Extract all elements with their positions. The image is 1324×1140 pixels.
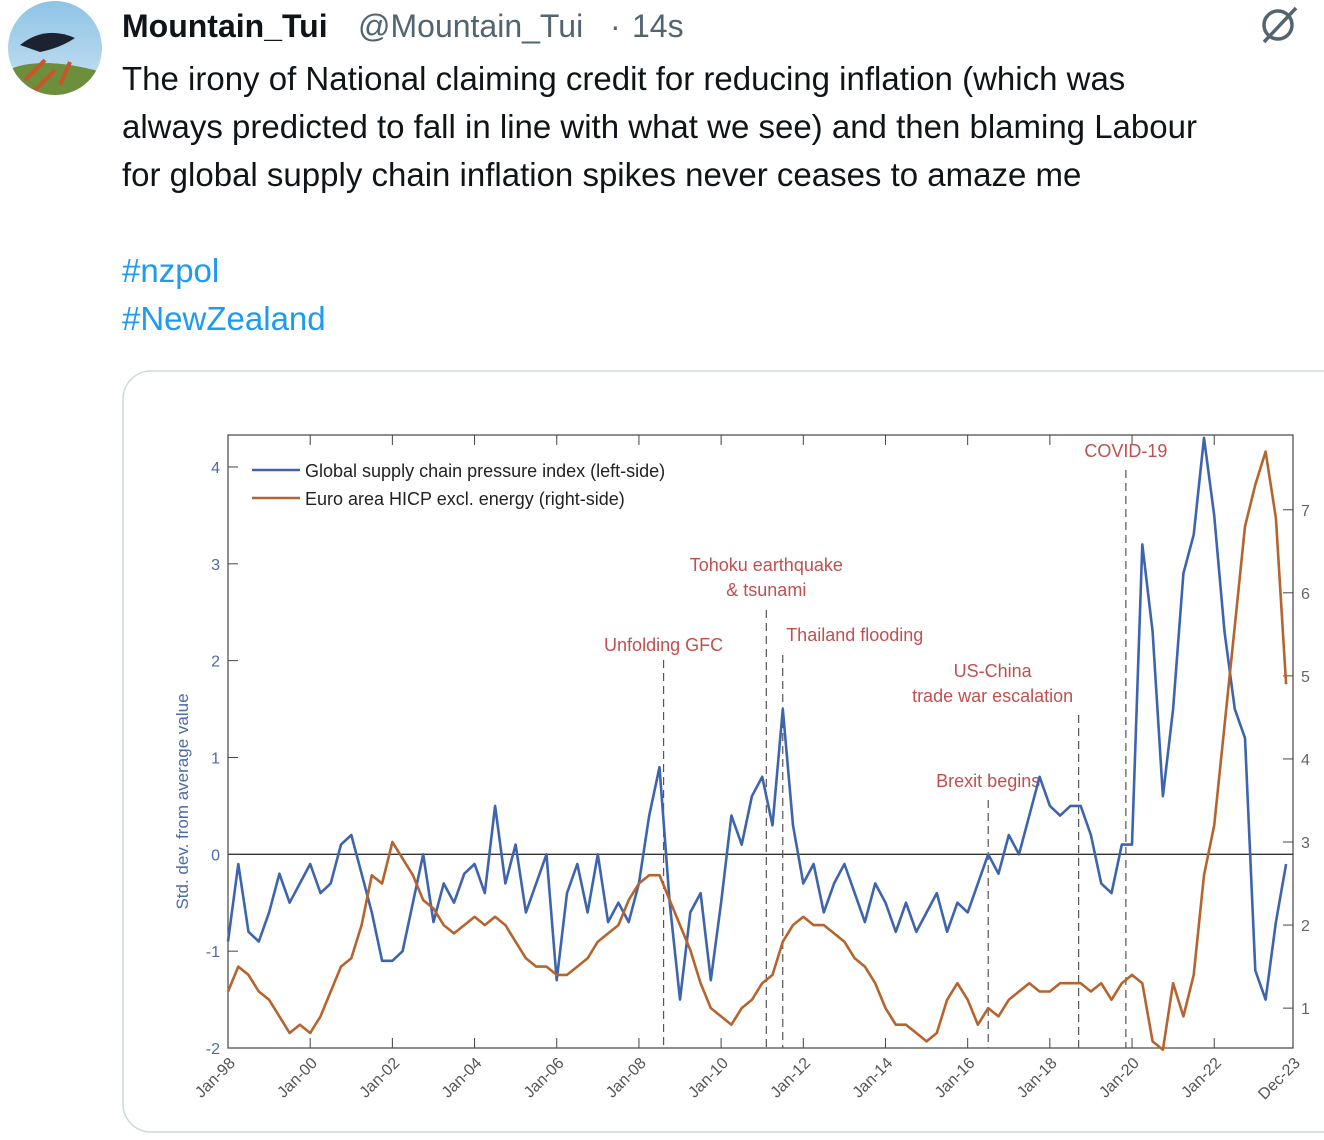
y2-tick-label: 4 [1301, 752, 1310, 769]
annotation: COVID-19 [1084, 441, 1167, 461]
legend-label: Global supply chain pressure index (left… [305, 461, 665, 481]
media-card[interactable] [122, 370, 1324, 1133]
timestamp[interactable]: 14s [632, 8, 684, 44]
y-tick-label: -2 [206, 1041, 220, 1058]
y2-tick-label: 5 [1301, 669, 1310, 686]
annotation: Thailand flooding [786, 625, 923, 645]
more-icon[interactable] [1262, 6, 1298, 44]
annotation: Tohoku earthquake [690, 555, 843, 575]
y-tick-label: 0 [211, 847, 220, 864]
y-tick-label: 1 [211, 750, 220, 767]
annotation: trade war escalation [912, 686, 1073, 706]
y2-tick-label: 3 [1301, 835, 1310, 852]
y2-tick-label: 1 [1301, 1001, 1310, 1018]
tweet-text: for global supply chain inflation spikes… [122, 156, 1081, 193]
y2-tick-label: 2 [1301, 918, 1310, 935]
user-name[interactable]: Mountain_Tui [122, 8, 328, 44]
annotation: & tsunami [726, 580, 806, 600]
tweet-text: The irony of National claiming credit fo… [122, 60, 1125, 97]
separator: · [610, 8, 621, 44]
series-line [226, 436, 1288, 1001]
y-tick-label: 4 [211, 460, 220, 477]
hashtag[interactable]: #nzpol [122, 252, 219, 289]
legend-label: Euro area HICP excl. energy (right-side) [305, 489, 625, 509]
user-handle[interactable]: @Mountain_Tui [358, 8, 583, 44]
annotation: Brexit begins [936, 771, 1040, 791]
y-axis-label: Std. dev. from average value [173, 693, 192, 909]
y-tick-label: 2 [211, 654, 220, 671]
annotation: Unfolding GFC [604, 635, 723, 655]
y2-tick-label: 6 [1301, 586, 1310, 603]
plot-frame [227, 434, 1294, 1049]
series-line [226, 450, 1288, 1051]
y2-tick-label: 7 [1301, 503, 1310, 520]
y-tick-label: 3 [211, 557, 220, 574]
tweet-text: always predicted to fall in line with wh… [122, 108, 1197, 145]
annotation: US-China [954, 661, 1033, 681]
avatar[interactable] [8, 1, 102, 95]
y-tick-label: -1 [206, 944, 220, 961]
hashtag[interactable]: #NewZealand [122, 300, 326, 337]
